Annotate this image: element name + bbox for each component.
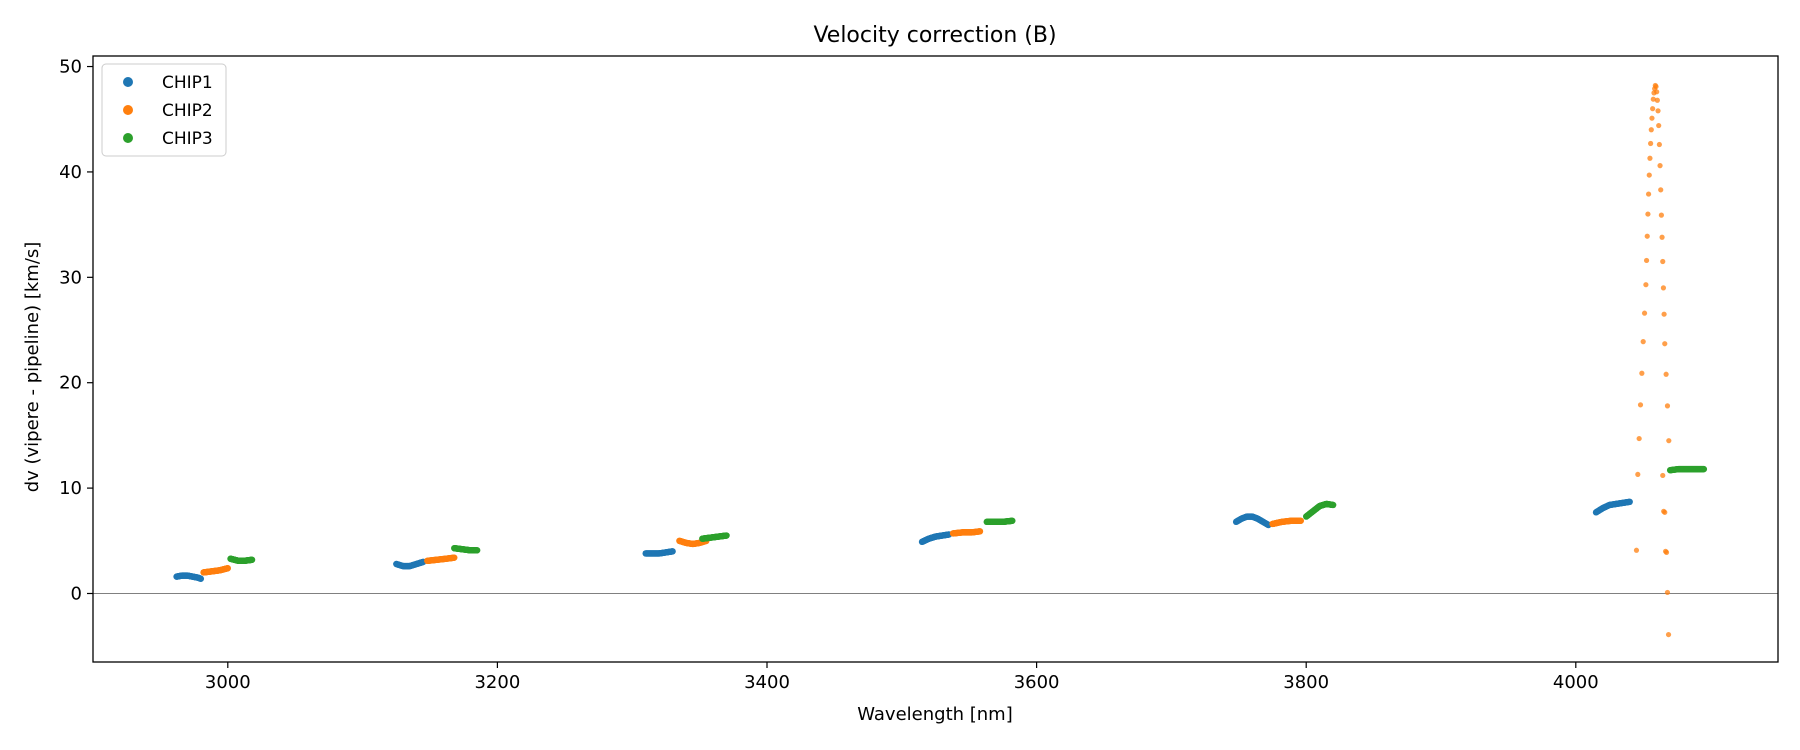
series-chip2 [200, 83, 1671, 637]
data-point [1645, 211, 1650, 216]
data-point [1646, 191, 1651, 196]
data-point [1656, 123, 1661, 128]
data-point [1661, 312, 1666, 317]
data-point [1298, 518, 1304, 524]
data-point [1643, 282, 1648, 287]
data-point [451, 554, 457, 560]
y-tick-label: 40 [59, 162, 82, 183]
data-point [1647, 172, 1652, 177]
legend-marker [123, 77, 133, 87]
y-tick-label: 50 [59, 57, 82, 78]
legend: CHIP1 CHIP2 CHIP3 [102, 64, 226, 156]
data-point [1665, 590, 1670, 595]
data-point [474, 547, 480, 553]
y-tick-label: 10 [59, 478, 82, 499]
x-tick-label: 3000 [205, 672, 251, 693]
data-point [1649, 127, 1654, 132]
data-point [1639, 371, 1644, 376]
legend-label: CHIP1 [162, 73, 213, 93]
data-point [1654, 89, 1659, 94]
data-point [1635, 472, 1640, 477]
series-chip3 [227, 466, 1707, 564]
data-point [1330, 502, 1336, 508]
legend-marker [123, 105, 133, 115]
data-point [1664, 372, 1669, 377]
data-point [669, 548, 675, 554]
data-point [1662, 510, 1667, 515]
x-tick-label: 3800 [1283, 672, 1329, 693]
x-tick-label: 3200 [474, 672, 520, 693]
series-chip1 [173, 499, 1633, 582]
x-axis-ticks: 3000 3200 3400 3600 3800 4000 [205, 662, 1599, 693]
data-point [1660, 259, 1665, 264]
data-point [1655, 108, 1660, 113]
x-tick-label: 3400 [744, 672, 790, 693]
data-point [1637, 436, 1642, 441]
y-tick-label: 0 [71, 583, 82, 604]
legend-label: CHIP3 [162, 129, 213, 149]
data-point [1647, 156, 1652, 161]
data-point [977, 528, 983, 534]
data-point [723, 532, 729, 538]
data-point [1701, 466, 1707, 472]
data-point [1665, 403, 1670, 408]
data-point [1657, 142, 1662, 147]
data-point [1657, 163, 1662, 168]
data-point [1641, 339, 1646, 344]
chart: Velocity correction (B) Wavelength [nm] … [0, 0, 1800, 750]
data-point [1649, 116, 1654, 121]
data-point [1664, 550, 1669, 555]
data-point [1659, 235, 1664, 240]
data-point [1644, 258, 1649, 263]
data-point [1009, 518, 1015, 524]
y-axis-label: dv (vipere - pipeline) [km/s] [22, 242, 43, 493]
data-point [1660, 473, 1665, 478]
chart-title: Velocity correction (B) [813, 23, 1056, 48]
x-axis-label: Wavelength [nm] [857, 704, 1013, 725]
y-tick-label: 30 [59, 267, 82, 288]
data-point [1627, 499, 1633, 505]
data-point [225, 565, 231, 571]
y-axis-ticks: 0 10 20 30 40 50 [59, 57, 93, 605]
data-point [1638, 402, 1643, 407]
data-point [249, 557, 255, 563]
data-point [1653, 84, 1658, 89]
legend-marker [123, 133, 133, 143]
data-point [1655, 98, 1660, 103]
legend-label: CHIP2 [162, 101, 213, 121]
data-point [1658, 187, 1663, 192]
plot-area [93, 56, 1778, 662]
data-point [1666, 438, 1671, 443]
data-point [1642, 311, 1647, 316]
plot-frame [93, 56, 1778, 662]
data-point [1650, 106, 1655, 111]
data-point [1661, 285, 1666, 290]
data-point [1659, 213, 1664, 218]
x-tick-label: 4000 [1553, 672, 1599, 693]
data-point [1634, 548, 1639, 553]
y-tick-label: 20 [59, 373, 82, 394]
x-tick-label: 3600 [1014, 672, 1060, 693]
data-point [1666, 632, 1671, 637]
data-point [1662, 341, 1667, 346]
data-point [198, 576, 204, 582]
data-point [1648, 141, 1653, 146]
data-point [1645, 234, 1650, 239]
